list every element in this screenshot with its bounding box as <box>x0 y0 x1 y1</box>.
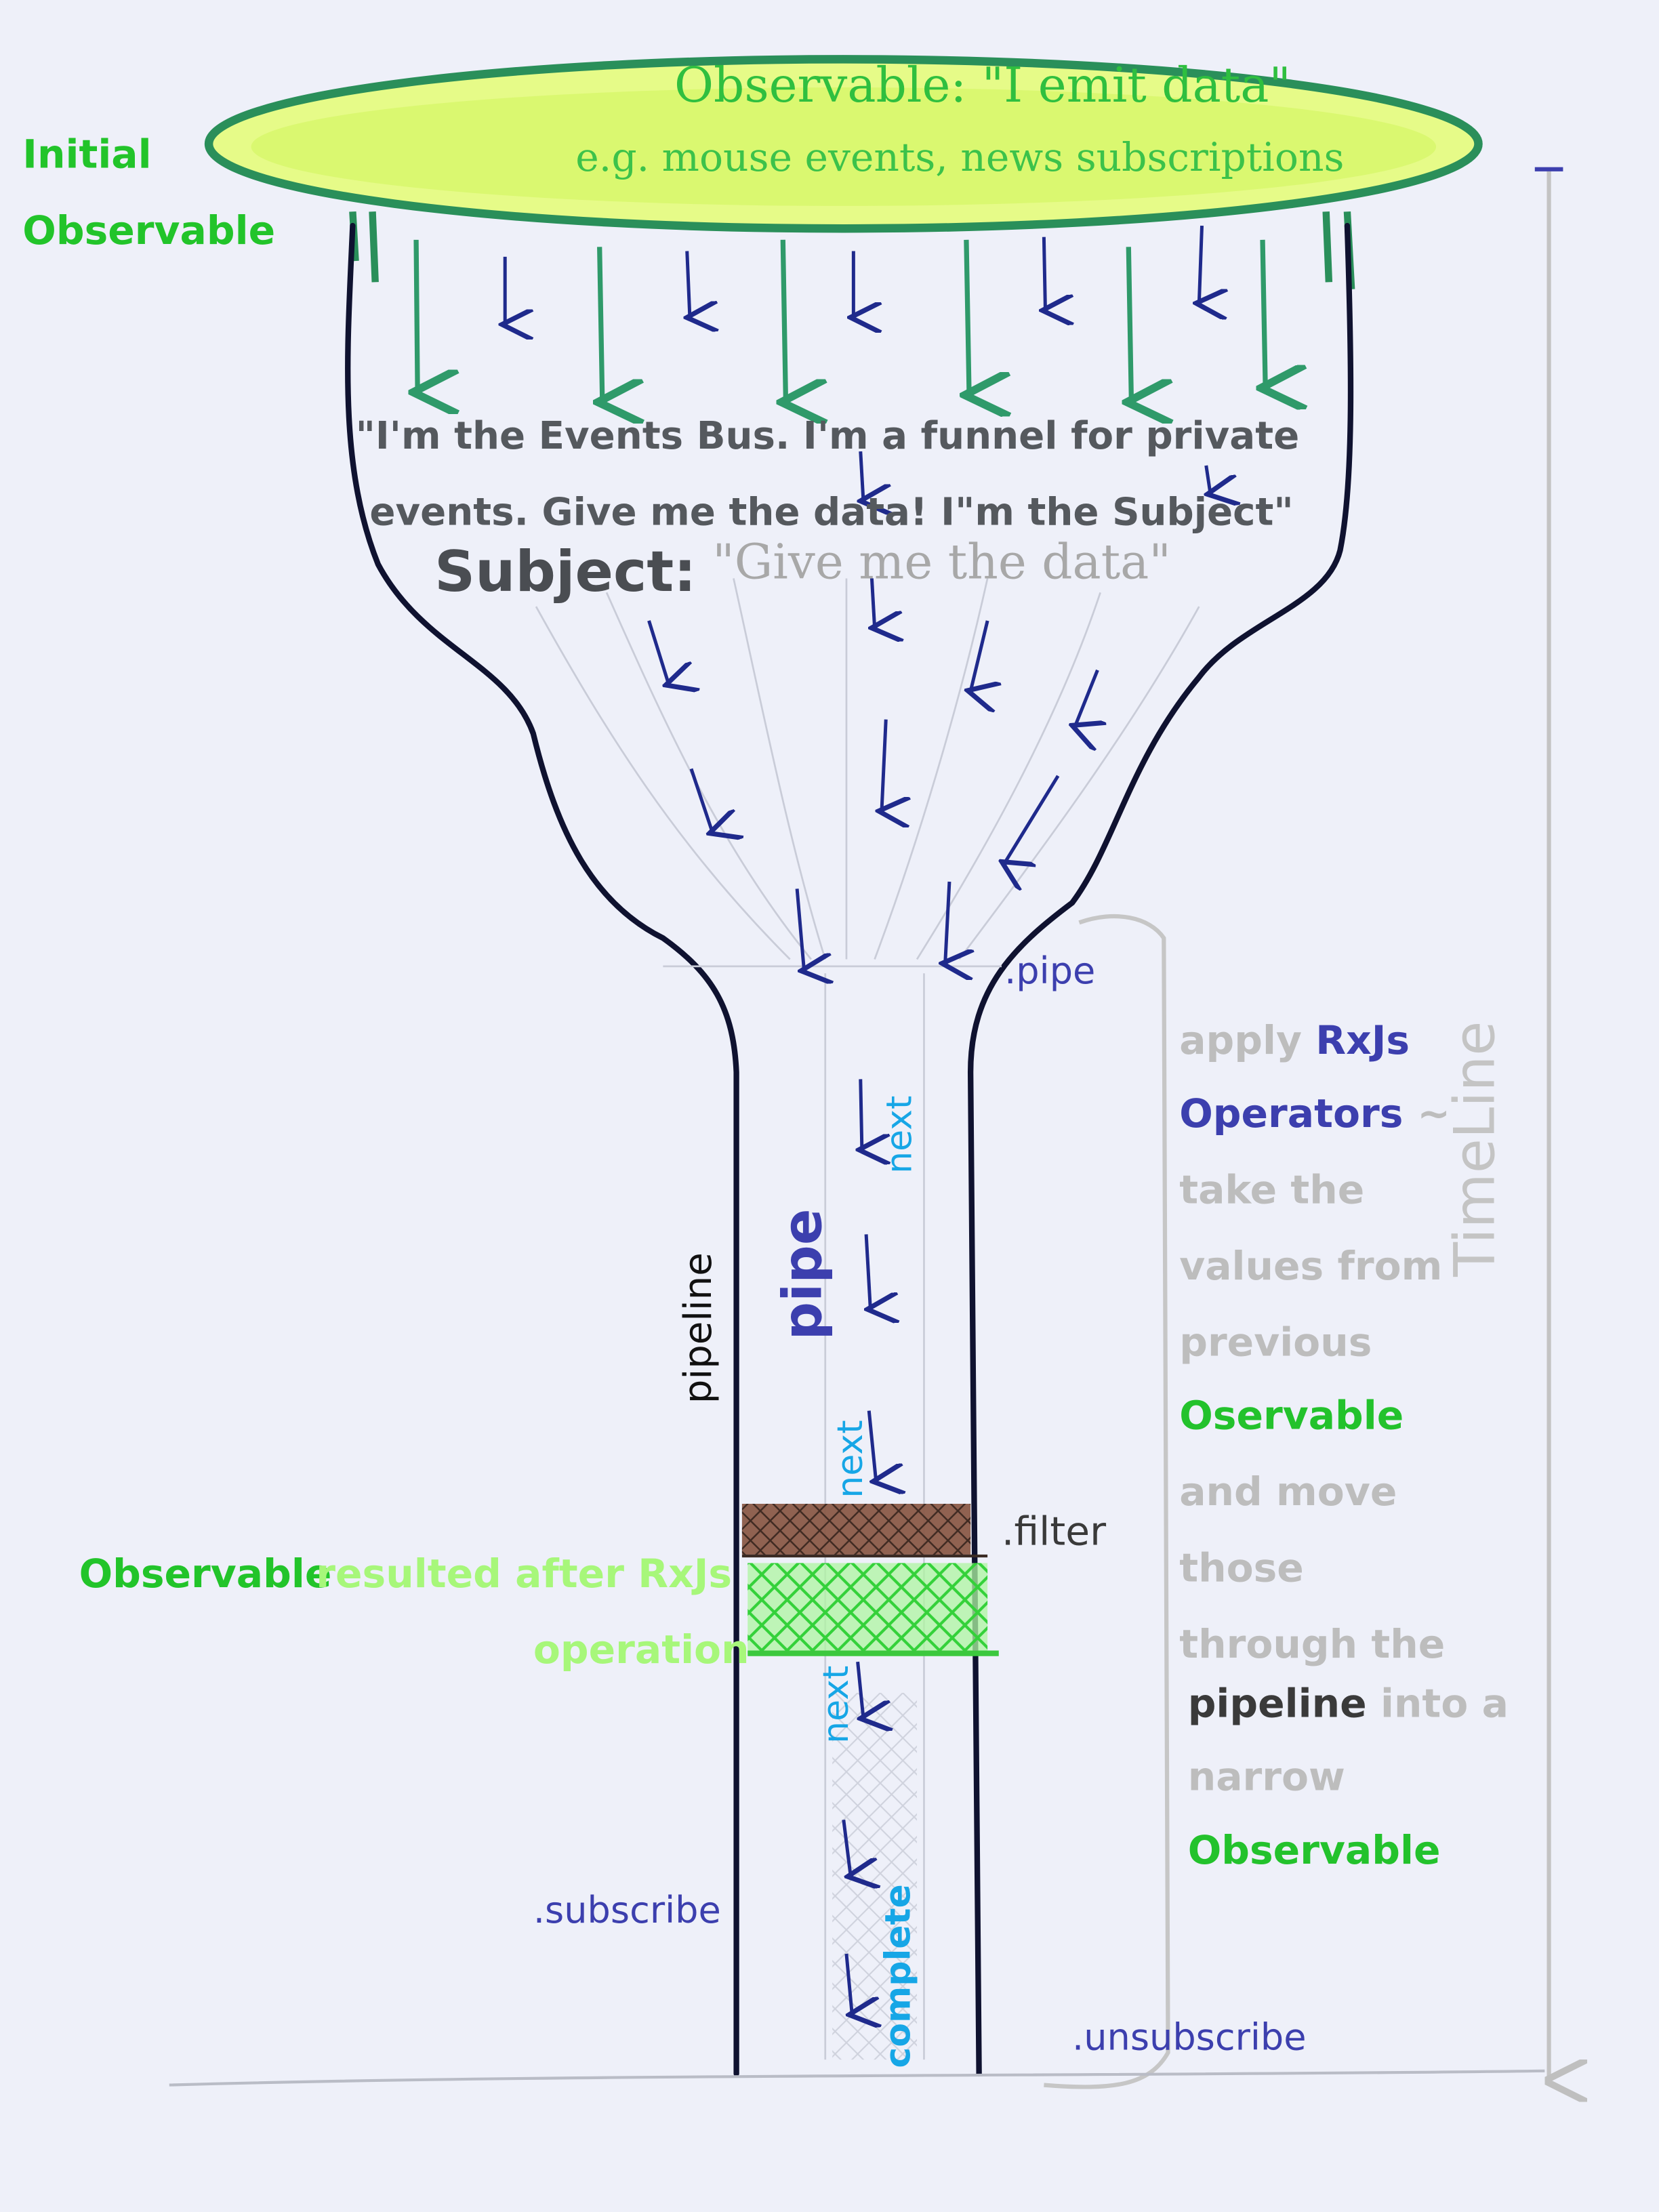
side-line-apply: apply RxJs <box>1179 1021 1410 1061</box>
subject-quote: "Give me the data" <box>712 534 1171 592</box>
side-line-values: values from <box>1179 1242 1443 1290</box>
operators-bracket <box>1044 914 1170 2089</box>
filter-band <box>741 1503 988 1558</box>
events-bus-quote-line2: events. Give me the data! I"m the Subjec… <box>369 491 1294 535</box>
side-rxjs-text: RxJs <box>1315 1017 1410 1064</box>
unsubscribe-operator-label: .unsubscribe <box>1072 2017 1307 2060</box>
result-observable-caption-line2: operation <box>533 1626 750 1673</box>
observable-title: Observable: "I emit data" <box>674 58 1291 115</box>
data-flow-arrows <box>505 225 1210 2014</box>
side-line-oservable: Oservable <box>1179 1392 1404 1439</box>
subscribe-operator-label: .subscribe <box>533 1890 721 1933</box>
filter-operator-label: .filter <box>1001 1508 1107 1555</box>
pencil-flow-lines <box>535 578 1200 2060</box>
funnel-outline <box>345 222 1354 2077</box>
initial-observable-label-line2: Observable <box>22 207 276 254</box>
side-into-text: into a <box>1366 1680 1509 1727</box>
side-pipeline-text: pipeline <box>1187 1680 1367 1727</box>
subject-label: Subject: <box>434 540 697 606</box>
result-observable-band <box>747 1563 999 1656</box>
next-label-3: next <box>815 1665 857 1744</box>
observable-subtitle: e.g. mouse events, news subscriptions <box>575 134 1345 181</box>
pipe-operator-label: .pipe <box>1004 950 1096 994</box>
side-line-pipeline: pipeline into a <box>1188 1683 1509 1723</box>
pipe-label: pipe <box>771 1208 834 1340</box>
side-apply-text: apply <box>1179 1017 1316 1064</box>
side-line-take: take the <box>1179 1166 1365 1214</box>
side-operators-text: Operators <box>1179 1090 1404 1137</box>
next-label-1: next <box>878 1095 920 1174</box>
side-line-those: those <box>1179 1544 1304 1592</box>
result-observable-word: Observable <box>79 1550 332 1597</box>
side-line-through: through the <box>1179 1620 1446 1668</box>
side-line-move: and move <box>1179 1468 1397 1515</box>
initial-observable-label-line1: Initial <box>22 131 152 178</box>
side-line-operators: Operators ~ <box>1179 1094 1450 1134</box>
next-label-2: next <box>829 1420 871 1498</box>
side-tilde: ~ <box>1417 1090 1451 1137</box>
side-line-observable: Observable <box>1187 1826 1441 1874</box>
pipeline-label: pipeline <box>677 1252 721 1404</box>
complete-label: complete <box>877 1884 919 2068</box>
side-line-previous: previous <box>1179 1319 1372 1366</box>
lid-emission-arrows <box>416 239 1265 402</box>
timeline-label: TimeLine <box>1443 1021 1509 1277</box>
ground-line <box>169 2069 1545 2087</box>
events-bus-quote-line1: "I'm the Events Bus. I'm a funnel for pr… <box>355 414 1300 459</box>
timeline-line <box>1534 167 1563 2081</box>
side-line-narrow: narrow <box>1187 1753 1345 1801</box>
result-observable-caption: resulted after RxJs <box>316 1550 733 1597</box>
